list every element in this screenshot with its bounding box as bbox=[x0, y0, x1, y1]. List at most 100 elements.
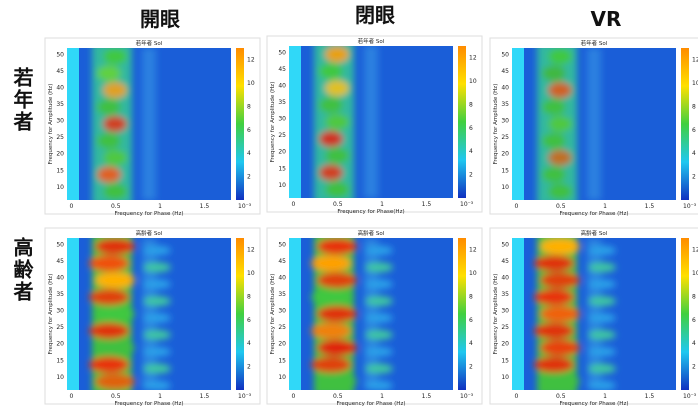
y-tick-label: 40 bbox=[501, 85, 509, 92]
colorbar-tick-label: 2 bbox=[692, 174, 696, 181]
x-tick-label: 1 bbox=[603, 393, 607, 400]
y-tick-label: 20 bbox=[501, 341, 509, 348]
blob bbox=[540, 374, 580, 390]
colorbar-tick-label: 6 bbox=[692, 317, 696, 324]
blob bbox=[588, 279, 616, 289]
blob bbox=[319, 97, 343, 113]
blob bbox=[325, 182, 349, 198]
y-tick-label: 45 bbox=[501, 68, 509, 75]
blob bbox=[365, 330, 393, 340]
x-axis-label: Frequency for Phase(Hz) bbox=[337, 209, 404, 215]
x-tick-label: 0 bbox=[70, 203, 74, 210]
blob bbox=[325, 80, 349, 96]
column-header: 閉眼 bbox=[355, 3, 395, 27]
blob bbox=[548, 184, 572, 200]
y-axis-label: Frequency for Amplitude (Hz) bbox=[270, 274, 276, 355]
blob bbox=[317, 374, 357, 390]
y-tick-label: 50 bbox=[278, 50, 286, 57]
colorbar-tick-label: 8 bbox=[469, 293, 473, 300]
colorbar bbox=[681, 48, 689, 200]
heatmap-strip bbox=[289, 238, 301, 390]
x-tick-label: 0 bbox=[70, 393, 74, 400]
colorbar-unit: 10⁻³ bbox=[683, 393, 697, 400]
blob bbox=[143, 364, 171, 374]
blob bbox=[143, 262, 171, 272]
blob bbox=[95, 340, 135, 356]
x-tick-label: 0 bbox=[515, 203, 519, 210]
blob bbox=[311, 323, 351, 339]
blob bbox=[311, 255, 351, 271]
colorbar-tick-label: 4 bbox=[469, 148, 473, 155]
blob bbox=[548, 48, 572, 64]
y-tick-label: 35 bbox=[501, 101, 509, 108]
blob bbox=[319, 63, 343, 79]
column-header: VR bbox=[591, 7, 622, 31]
x-tick-label: 0.5 bbox=[111, 203, 121, 210]
y-tick-label: 25 bbox=[278, 132, 286, 139]
x-tick-label: 1.5 bbox=[200, 393, 210, 400]
blob bbox=[542, 65, 566, 81]
x-tick-label: 0.5 bbox=[111, 393, 121, 400]
heatmap-strip bbox=[512, 238, 524, 390]
colorbar-tick-label: 4 bbox=[692, 340, 696, 347]
x-axis-label: Frequency for Phase (Hz) bbox=[560, 401, 629, 407]
x-tick-label: 0.5 bbox=[333, 201, 343, 208]
panel-title: 若年者 Sol bbox=[581, 39, 608, 47]
blob bbox=[534, 289, 574, 305]
colorbar-unit: 10⁻³ bbox=[238, 393, 252, 400]
colorbar-tick-label: 4 bbox=[469, 340, 473, 347]
blob bbox=[95, 238, 135, 254]
blob bbox=[319, 131, 343, 147]
blob bbox=[540, 340, 580, 356]
blob bbox=[89, 357, 129, 373]
colorbar-tick-label: 2 bbox=[469, 364, 473, 371]
y-tick-label: 15 bbox=[278, 165, 286, 172]
colorbar-tick-label: 10 bbox=[469, 270, 477, 277]
y-axis-label: Frequency for Amplitude (Hz) bbox=[493, 84, 499, 165]
blob bbox=[588, 245, 616, 255]
y-tick-label: 40 bbox=[56, 275, 64, 282]
row-header: 高齢者 bbox=[10, 236, 34, 303]
x-tick-label: 0 bbox=[515, 393, 519, 400]
y-tick-label: 35 bbox=[501, 291, 509, 298]
heatmap-strip bbox=[67, 48, 79, 200]
y-tick-label: 25 bbox=[56, 324, 64, 331]
colorbar-tick-label: 2 bbox=[247, 364, 251, 371]
blob bbox=[588, 364, 616, 374]
y-tick-label: 10 bbox=[501, 184, 509, 191]
blob bbox=[365, 364, 393, 374]
colorbar-tick-label: 10 bbox=[247, 80, 255, 87]
blob bbox=[365, 313, 393, 323]
panel-title: 高齢者 Sol bbox=[136, 229, 163, 237]
heatmap bbox=[512, 233, 676, 395]
y-tick-label: 15 bbox=[501, 357, 509, 364]
blob bbox=[365, 245, 393, 255]
y-tick-label: 25 bbox=[501, 324, 509, 331]
colorbar-unit: 10⁻³ bbox=[460, 393, 474, 400]
colorbar bbox=[458, 46, 466, 198]
blob bbox=[588, 347, 616, 357]
blob bbox=[534, 323, 574, 339]
colorbar-tick-label: 8 bbox=[692, 293, 696, 300]
blob bbox=[311, 289, 351, 305]
heatmap-strip bbox=[289, 46, 301, 198]
y-tick-label: 25 bbox=[278, 324, 286, 331]
blob bbox=[325, 114, 349, 130]
blob bbox=[588, 262, 616, 272]
blob bbox=[97, 133, 121, 149]
column-header: 開眼 bbox=[140, 7, 180, 31]
blob bbox=[540, 272, 580, 288]
blob bbox=[534, 357, 574, 373]
y-tick-label: 15 bbox=[278, 357, 286, 364]
heatmap-blobs bbox=[314, 41, 378, 203]
panel-title: 高齢者 Sol bbox=[358, 229, 385, 237]
heatmap-strip bbox=[67, 238, 79, 390]
blob bbox=[143, 347, 171, 357]
y-axis-label: Frequency for Amplitude (Hz) bbox=[493, 274, 499, 355]
y-tick-label: 30 bbox=[501, 118, 509, 125]
y-tick-label: 20 bbox=[56, 341, 64, 348]
colorbar-tick-label: 10 bbox=[692, 270, 698, 277]
